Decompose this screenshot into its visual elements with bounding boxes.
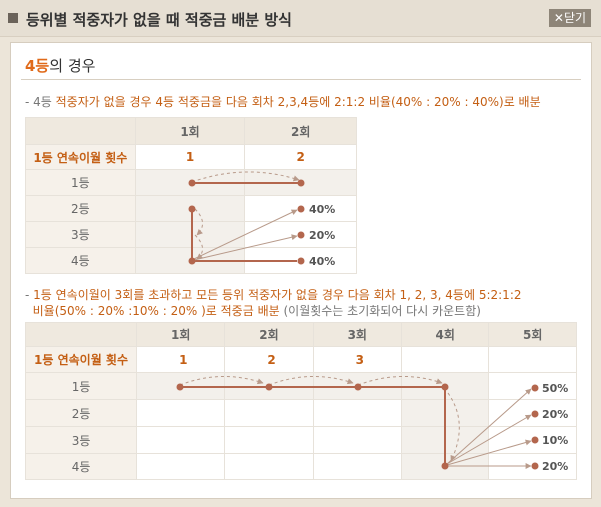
case1-arrow-to-rank3 — [193, 234, 298, 261]
case1-flow: 40% 20% 40% — [188, 171, 335, 268]
case2-desc-line2: 비율(50% : 20% :10% : 20% )로 적중금 배분 (이월횟수는… — [25, 303, 522, 319]
case2-consecutive-r1: 1 — [136, 346, 226, 373]
case2-percent-rank2: 20% — [542, 408, 568, 421]
case1-table: 1회 2회 1등 연속이월 횟수 1 2 1등 2등 3등 4등 — [25, 117, 357, 274]
case1-percent-rank2: 40% — [309, 203, 335, 216]
section-title-rest: 의 경우 — [49, 57, 96, 75]
case2-carry-arc-1 — [179, 376, 264, 386]
case1-dot-r2-rank4 — [297, 257, 305, 265]
case2-header-blank — [24, 322, 138, 347]
case2-dot-r1-rank1 — [176, 383, 184, 391]
case1-percent-rank3: 20% — [309, 229, 335, 242]
case1-rank1-r2 — [244, 169, 357, 196]
content-card: 4등의 경우 - 4등 적중자가 없을 경우 4등 적중금을 다음 회차 2,3… — [10, 42, 592, 499]
case1-rank2-label: 2등 — [25, 195, 136, 222]
case2-dot-r5-rank2 — [531, 410, 539, 418]
case2-consecutive-r2: 2 — [224, 346, 314, 373]
case1-consecutive-r1: 1 — [134, 144, 246, 170]
case2-consecutive-r4 — [400, 346, 490, 373]
case2-rank1-label: 1등 — [24, 372, 138, 400]
section-title-accent: 4등 — [25, 57, 50, 75]
case2-dot-r5-rank1 — [531, 384, 539, 392]
case2-header-round4: 4회 — [400, 322, 490, 347]
case2-consecutive-r3: 3 — [312, 346, 402, 373]
close-icon: ✕ — [553, 11, 564, 25]
case2-percent-rank4: 20% — [542, 460, 568, 473]
case2-rank2-label: 2등 — [24, 399, 138, 427]
case1-dot-r1-rank4 — [188, 257, 196, 265]
case2-carry-arc-3 — [357, 376, 443, 386]
case2-arrow-to-rank1 — [446, 388, 532, 465]
section-title: 4등의 경우 — [25, 55, 95, 76]
case1-return-arc-a — [194, 208, 203, 236]
case2-dot-r5-rank3 — [531, 436, 539, 444]
case2-description: - 1등 연속이월이 3회를 초과하고 모든 등위 적중자가 없을 경우 다음 … — [25, 287, 522, 319]
case2-rank4-r1 — [136, 453, 226, 480]
case2-rank4-r2 — [224, 453, 314, 480]
case1-row-rank3: 3등 — [25, 221, 357, 248]
case2-desc-line1-text: 1등 연속이월이 3회를 초과하고 모든 등위 적중자가 없을 경우 다음 회차… — [33, 288, 522, 302]
case2-dot-r4-rank1 — [441, 383, 449, 391]
case2-rank3-label: 3등 — [24, 426, 138, 454]
case1-arrow-to-rank2 — [193, 209, 298, 260]
case1-header-row: 1회 2회 — [25, 117, 357, 145]
case1-header-round1: 1회 — [134, 117, 246, 145]
case2-percent-rank3: 10% — [542, 434, 568, 447]
case2-rank4-r3 — [312, 453, 402, 480]
case2-dot-r4-rank4 — [441, 462, 449, 470]
case1-dot-r2-rank3 — [297, 231, 305, 239]
case2-desc-prefix: - — [25, 288, 34, 302]
case2-dot-r2-rank1 — [265, 383, 273, 391]
case1-desc-text: 적중자가 없을 경우 4등 적중금을 다음 회차 2,3,4등에 2:1:2 비… — [55, 95, 541, 109]
case2-desc-line2-b: (이월횟수는 초기화되어 다시 카운트함) — [283, 304, 481, 318]
case1-dot-r2-rank1 — [297, 179, 305, 187]
case1-desc-prefix: - 4등 — [25, 95, 56, 109]
case1-rank3-r1 — [134, 221, 246, 248]
flow-diagram-overlay: 40% 20% 40% 50% 20% 1 — [176, 171, 568, 473]
case2-percent-rank1: 50% — [542, 382, 568, 395]
case2-rank2-r1 — [136, 399, 226, 427]
case2-rank4-label: 4등 — [24, 453, 138, 480]
title-bar: 등위별 적중자가 없을 때 적중금 배분 방식 ✕닫기 — [0, 0, 601, 37]
case2-rank2-r2 — [224, 399, 314, 427]
title-bullet-icon — [8, 13, 18, 23]
close-button[interactable]: ✕닫기 — [549, 9, 591, 27]
case1-header-blank — [25, 117, 136, 145]
section-divider — [21, 79, 581, 80]
case1-rank3-label: 3등 — [25, 221, 136, 248]
case1-description: - 4등 적중자가 없을 경우 4등 적중금을 다음 회차 2,3,4등에 2:… — [25, 94, 541, 110]
case1-carry-arc — [191, 171, 300, 183]
case1-dot-r1-rank1 — [188, 179, 196, 187]
case1-rank1-label: 1등 — [25, 169, 136, 196]
case2-dot-r5-rank4 — [531, 462, 539, 470]
case2-return-arc — [447, 392, 460, 462]
window-title: 등위별 적중자가 없을 때 적중금 배분 방식 — [26, 11, 292, 29]
case1-percent-rank4: 40% — [309, 255, 335, 268]
case2-carry-arc-2 — [268, 376, 354, 386]
case2-desc-line2-a: 비율(50% : 20% :10% : 20% )로 적중금 배분 — [25, 304, 284, 318]
case2-desc-line1: - 1등 연속이월이 3회를 초과하고 모든 등위 적중자가 없을 경우 다음 … — [25, 287, 522, 303]
case1-header-round2: 2회 — [244, 117, 357, 145]
case2-flow: 50% 20% 10% 20% — [176, 376, 568, 473]
case1-dot-r1-rank2 — [188, 205, 196, 213]
close-label: 닫기 — [563, 11, 587, 25]
case2-arrow-to-rank3 — [446, 439, 532, 466]
case1-consecutive-label: 1등 연속이월 횟수 — [25, 144, 136, 170]
case2-arrow-to-rank2 — [446, 414, 532, 465]
case2-dot-r3-rank1 — [354, 383, 362, 391]
case1-dot-r2-rank2 — [297, 205, 305, 213]
case2-table: 1회 2회 3회 4회 5회 1등 연속이월 횟수 1 2 3 1등 2등 — [24, 322, 577, 480]
